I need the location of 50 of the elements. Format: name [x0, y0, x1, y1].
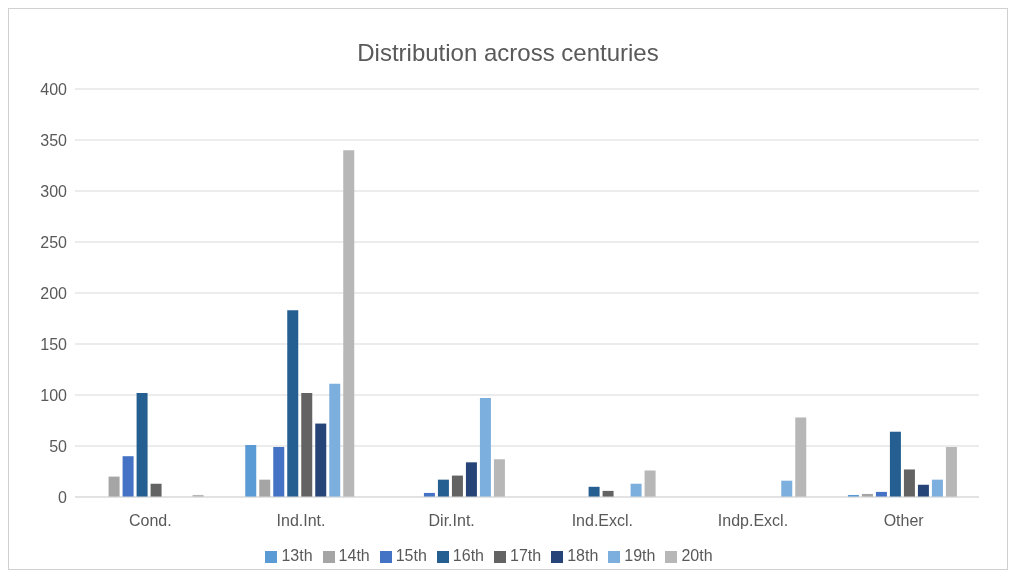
y-tick-label: 350 — [40, 131, 68, 149]
bar — [329, 383, 341, 497]
x-tick-label: Ind.Int. — [276, 512, 326, 530]
y-tick-label: 300 — [40, 182, 68, 200]
bar — [150, 483, 162, 497]
bar — [644, 470, 656, 497]
legend-label: 15th — [395, 547, 427, 564]
bar — [301, 392, 313, 497]
bar — [245, 444, 257, 497]
bar — [479, 398, 491, 497]
bar — [917, 484, 929, 497]
y-tick-label: 150 — [40, 335, 68, 353]
bar — [343, 150, 355, 497]
bar — [795, 417, 807, 497]
y-tick-label: 250 — [40, 233, 68, 251]
y-tick-label: 200 — [40, 284, 68, 302]
bar — [465, 462, 477, 497]
x-tick-label: Indp.Excl. — [717, 512, 789, 530]
bar — [945, 447, 957, 497]
bar — [259, 479, 271, 497]
bar — [630, 483, 642, 497]
y-tick-label: 50 — [49, 437, 68, 455]
legend-label: 19th — [624, 547, 656, 564]
bar — [903, 469, 915, 497]
legend-label: 14th — [338, 547, 370, 564]
legend-label: 16th — [452, 547, 484, 564]
bar — [136, 392, 148, 497]
bar — [287, 310, 299, 497]
bar — [931, 479, 943, 497]
bar — [451, 475, 463, 497]
legend-label: 17th — [510, 547, 542, 564]
bar — [889, 431, 901, 497]
y-tick-label: 100 — [40, 386, 68, 404]
bar — [273, 447, 285, 497]
x-tick-label: Other — [883, 512, 925, 530]
bar — [493, 459, 505, 497]
x-tick-label: Dir.Int. — [428, 512, 475, 530]
x-tick-label: Ind.Excl. — [571, 512, 634, 530]
y-tick-label: 400 — [40, 80, 68, 98]
legend-label: 18th — [567, 547, 599, 564]
x-tick-label: Cond. — [128, 512, 172, 530]
chart-title: Distribution across centuries — [356, 39, 660, 68]
bar — [437, 479, 449, 497]
bar — [108, 476, 120, 497]
legend-label: 20th — [681, 547, 713, 564]
bar — [122, 456, 134, 497]
bar — [315, 423, 327, 497]
bar — [781, 480, 793, 497]
y-tick-label: 0 — [58, 488, 68, 506]
legend-label: 13th — [281, 547, 313, 564]
